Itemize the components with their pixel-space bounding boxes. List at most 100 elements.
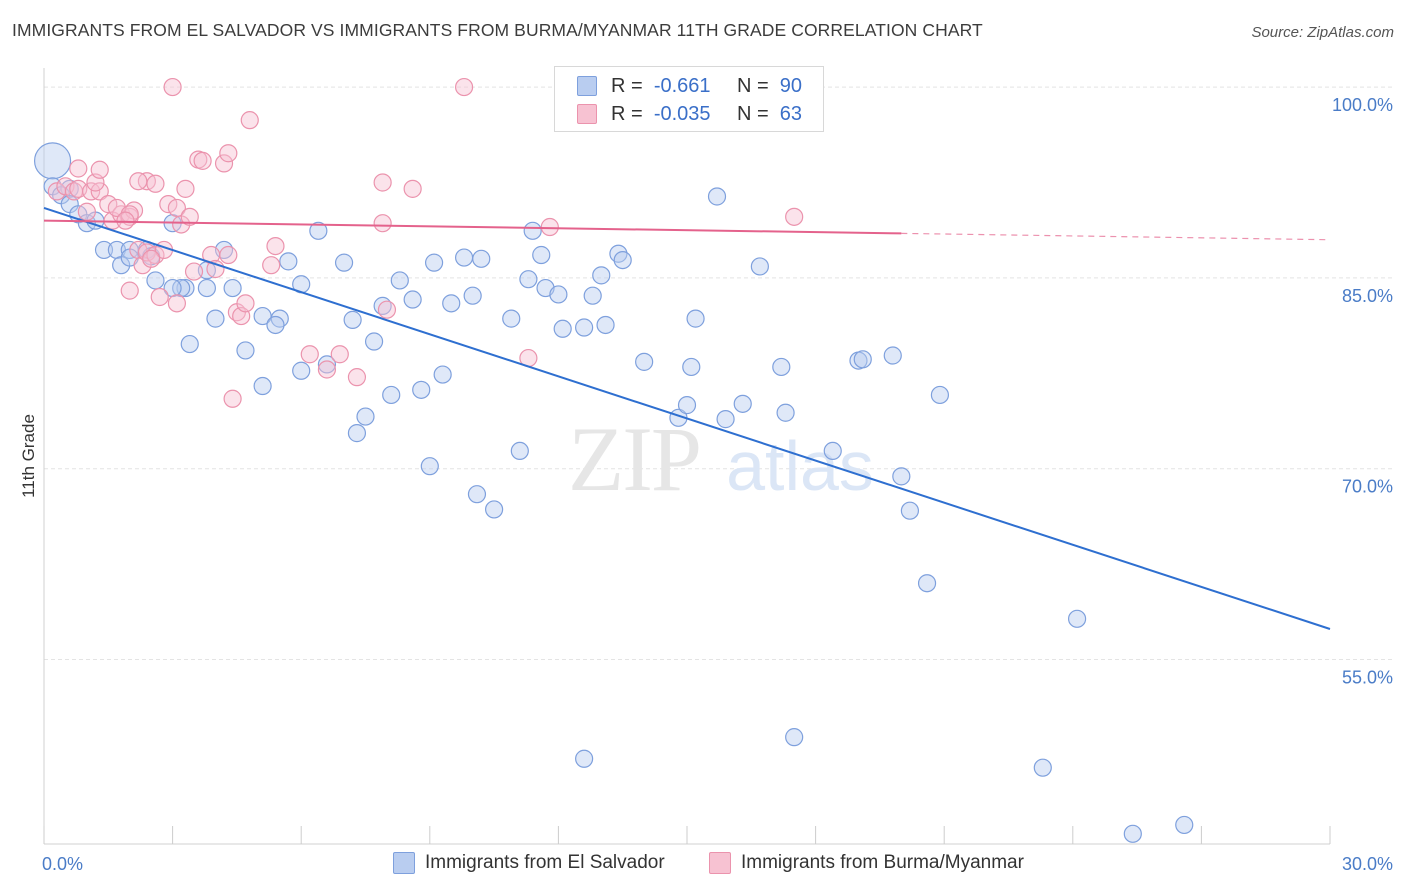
data-point (853, 350, 872, 369)
data-point (214, 154, 234, 173)
data-point (502, 309, 521, 328)
data-point (403, 290, 422, 309)
data-point (613, 250, 632, 270)
data-point (382, 385, 401, 405)
data-point (575, 318, 594, 337)
data-point (776, 403, 795, 422)
data-point (677, 396, 697, 415)
data-point (206, 309, 225, 328)
data-point (592, 266, 611, 285)
data-point (485, 500, 504, 519)
data-point (90, 182, 109, 201)
data-point (150, 287, 169, 307)
data-points (33, 77, 1194, 843)
data-point (377, 300, 397, 319)
data-point (785, 728, 804, 747)
y-tick-label: 85.0% (1342, 286, 1393, 306)
r-label: R = (611, 102, 643, 125)
r-label: R = (611, 74, 643, 97)
data-point (716, 410, 735, 429)
data-point (424, 253, 444, 272)
data-point (33, 142, 72, 180)
data-point (463, 286, 482, 305)
n-value: 63 (779, 102, 802, 125)
data-point (390, 271, 409, 290)
data-point (94, 240, 114, 260)
axis-labels: 100.0% 85.0% 70.0% 55.0% 0.0% 30.0% 11th Grade (19, 95, 1393, 874)
data-point (883, 346, 902, 365)
data-point (707, 187, 727, 206)
data-point (236, 341, 255, 360)
watermark: ZIP atlas (568, 408, 874, 510)
data-point (146, 174, 165, 193)
data-point (900, 501, 920, 520)
data-point (472, 249, 491, 268)
data-point (236, 294, 255, 313)
data-point (180, 207, 199, 226)
legend-swatch-blue (577, 76, 597, 96)
data-point (442, 294, 461, 313)
data-point (262, 256, 281, 275)
legend-item-el-salvador[interactable]: Immigrants from El Salvador (393, 852, 665, 874)
chart-title: IMMIGRANTS FROM EL SALVADOR VS IMMIGRANT… (12, 20, 983, 40)
data-point (176, 278, 195, 298)
trend-line-0 (43, 206, 1331, 630)
data-point (266, 315, 285, 335)
data-point (519, 270, 538, 289)
data-point (364, 332, 384, 351)
data-point (823, 441, 842, 461)
trend-line-extension-1 (901, 232, 1331, 241)
data-point (412, 380, 431, 399)
data-point (532, 245, 551, 265)
data-point (193, 151, 212, 170)
axes (43, 68, 1331, 845)
legend-swatch-pink (709, 852, 731, 874)
data-point (253, 376, 272, 396)
legend-swatch-pink (577, 104, 597, 124)
r-value: -0.661 (653, 74, 711, 97)
data-point (583, 286, 602, 305)
data-point (77, 202, 96, 221)
r-value: -0.035 (653, 102, 711, 125)
legend-row-burma: R = -0.035 N = 63 (577, 101, 802, 127)
y-tick-label: 100.0% (1332, 95, 1393, 115)
data-point (180, 334, 199, 354)
data-point (596, 315, 615, 335)
data-point (300, 345, 319, 364)
data-point (540, 217, 559, 237)
trend-line-1 (43, 219, 902, 235)
data-point (892, 467, 911, 486)
legend-item-burma[interactable]: Immigrants from Burma/Myanmar (709, 852, 1024, 874)
data-point (163, 77, 182, 97)
y-tick-label: 70.0% (1342, 477, 1393, 497)
data-point (240, 111, 259, 130)
data-point (917, 574, 937, 593)
data-point (1123, 824, 1142, 843)
legend-swatch-blue (393, 852, 415, 874)
data-point (292, 361, 311, 380)
data-point (454, 248, 474, 267)
n-value: 90 (779, 74, 802, 97)
data-point (433, 365, 452, 384)
data-point (146, 271, 165, 290)
y-tick-label: 55.0% (1342, 668, 1393, 688)
gridlines (44, 86, 1392, 661)
data-point (1175, 815, 1194, 835)
data-point (553, 319, 572, 338)
data-point (347, 368, 367, 387)
data-point (334, 253, 354, 272)
data-point (403, 179, 422, 198)
data-point (575, 749, 594, 768)
data-point (682, 357, 701, 377)
data-point (785, 207, 804, 226)
y-axis-label: 11th Grade (19, 414, 38, 498)
data-point (142, 249, 161, 268)
data-point (184, 262, 204, 281)
data-point (454, 77, 474, 97)
data-point (347, 424, 367, 443)
legend-label: Immigrants from Burma/Myanmar (741, 852, 1024, 873)
data-point (686, 309, 705, 328)
data-point (510, 441, 529, 461)
data-point (219, 144, 238, 163)
